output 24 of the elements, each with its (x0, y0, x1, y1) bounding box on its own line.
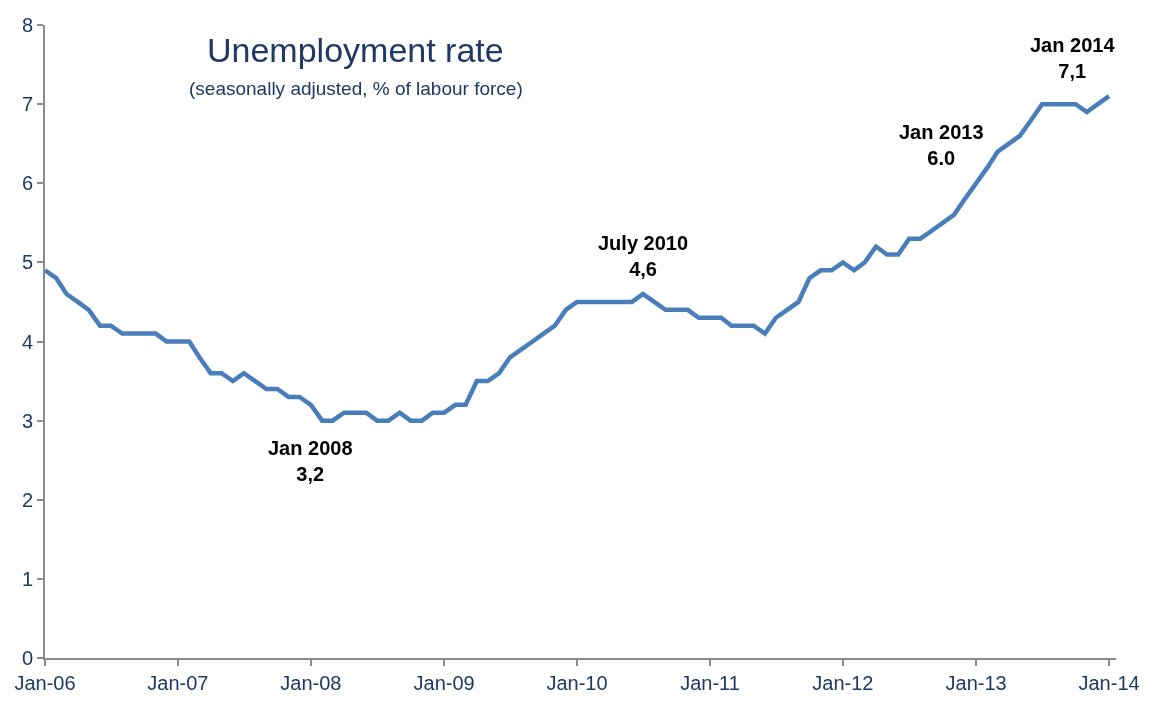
x-tick-label: Jan-06 (14, 672, 76, 694)
y-tick-label: 3 (21, 409, 33, 432)
annotation: Jan 2013 6.0 (899, 121, 984, 169)
x-tick-label: Jan-10 (546, 672, 608, 694)
x-tick-label: Jan-07 (147, 672, 209, 694)
x-tick-label: Jan-13 (945, 672, 1007, 694)
y-tick-label: 0 (21, 647, 33, 669)
y-tick-label: 4 (21, 330, 33, 353)
x-tick-label: Jan-14 (1078, 672, 1140, 694)
y-tick-label: 8 (21, 14, 33, 36)
annotation: Jan 2008 3,2 (268, 437, 353, 485)
y-tick-label: 2 (21, 488, 33, 511)
x-tick-label: Jan-11 (680, 672, 740, 694)
x-tick-label: Jan-12 (812, 672, 874, 694)
annotation: Jan 2014 7,1 (1030, 34, 1116, 82)
y-tick-label: 6 (21, 172, 33, 195)
chart-title: Unemployment rate (207, 31, 504, 69)
text: (seasonally adjusted, % of labour force) (189, 78, 523, 99)
y-tick-label: 1 (21, 567, 33, 590)
x-tick-label: Jan-09 (413, 672, 475, 694)
y-tick-label: 5 (21, 251, 33, 274)
annotation: July 2010 4,6 (598, 232, 689, 280)
y-tick-label: 7 (21, 93, 33, 116)
x-tick-label: Jan-08 (280, 672, 342, 694)
